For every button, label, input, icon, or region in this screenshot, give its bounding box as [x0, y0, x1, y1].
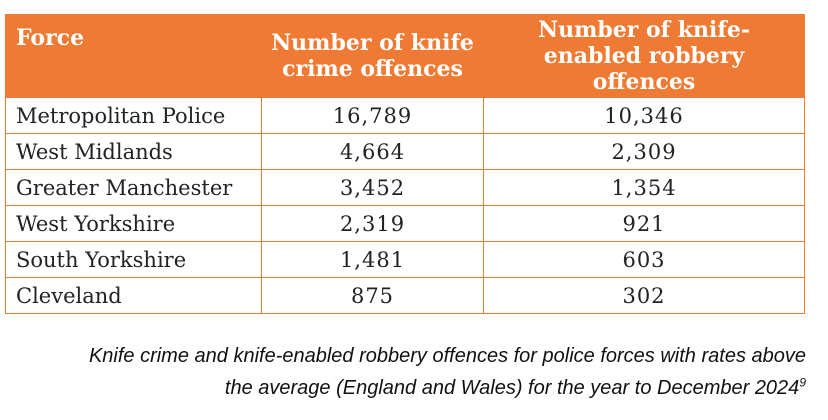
cell-force: West Yorkshire: [5, 205, 262, 242]
table-row: Metropolitan Police 16,789 10,346: [5, 97, 805, 134]
cell-knife-crime: 3,452: [261, 169, 484, 206]
caption-line-2: the average (England and Wales) for the …: [16, 372, 806, 404]
table-row: West Midlands 4,664 2,309: [5, 133, 805, 170]
cell-knife-robbery: 302: [483, 277, 805, 314]
cell-knife-crime: 16,789: [261, 97, 484, 134]
cell-knife-robbery: 921: [483, 205, 805, 242]
header-force: Force: [5, 14, 262, 98]
header-knife-crime: Number of knife crime offences: [261, 14, 484, 98]
cell-knife-crime: 4,664: [261, 133, 484, 170]
cell-knife-crime: 875: [261, 277, 484, 314]
cell-knife-crime: 1,481: [261, 241, 484, 278]
header-knife-robbery: Number of knife-enabled robbery offences: [483, 14, 805, 98]
cell-knife-robbery: 10,346: [483, 97, 805, 134]
table-row: West Yorkshire 2,319 921: [5, 205, 805, 242]
cell-force: Greater Manchester: [5, 169, 262, 206]
cell-force: West Midlands: [5, 133, 262, 170]
knife-crime-table: Force Number of knife crime offences Num…: [5, 14, 805, 314]
cell-knife-robbery: 2,309: [483, 133, 805, 170]
table-row: Greater Manchester 3,452 1,354: [5, 169, 805, 206]
cell-force: South Yorkshire: [5, 241, 262, 278]
table-row: South Yorkshire 1,481 603: [5, 241, 805, 278]
table-caption: Knife crime and knife-enabled robbery of…: [16, 340, 806, 404]
caption-line-2-text: the average (England and Wales) for the …: [224, 377, 800, 399]
cell-force: Cleveland: [5, 277, 262, 314]
cell-force: Metropolitan Police: [5, 97, 262, 134]
table-header-row: Force Number of knife crime offences Num…: [5, 14, 805, 98]
cell-knife-crime: 2,319: [261, 205, 484, 242]
cell-knife-robbery: 1,354: [483, 169, 805, 206]
caption-line-1: Knife crime and knife-enabled robbery of…: [88, 345, 806, 367]
table-row: Cleveland 875 302: [5, 277, 805, 314]
cell-knife-robbery: 603: [483, 241, 805, 278]
footnote-marker: 9: [799, 375, 806, 390]
